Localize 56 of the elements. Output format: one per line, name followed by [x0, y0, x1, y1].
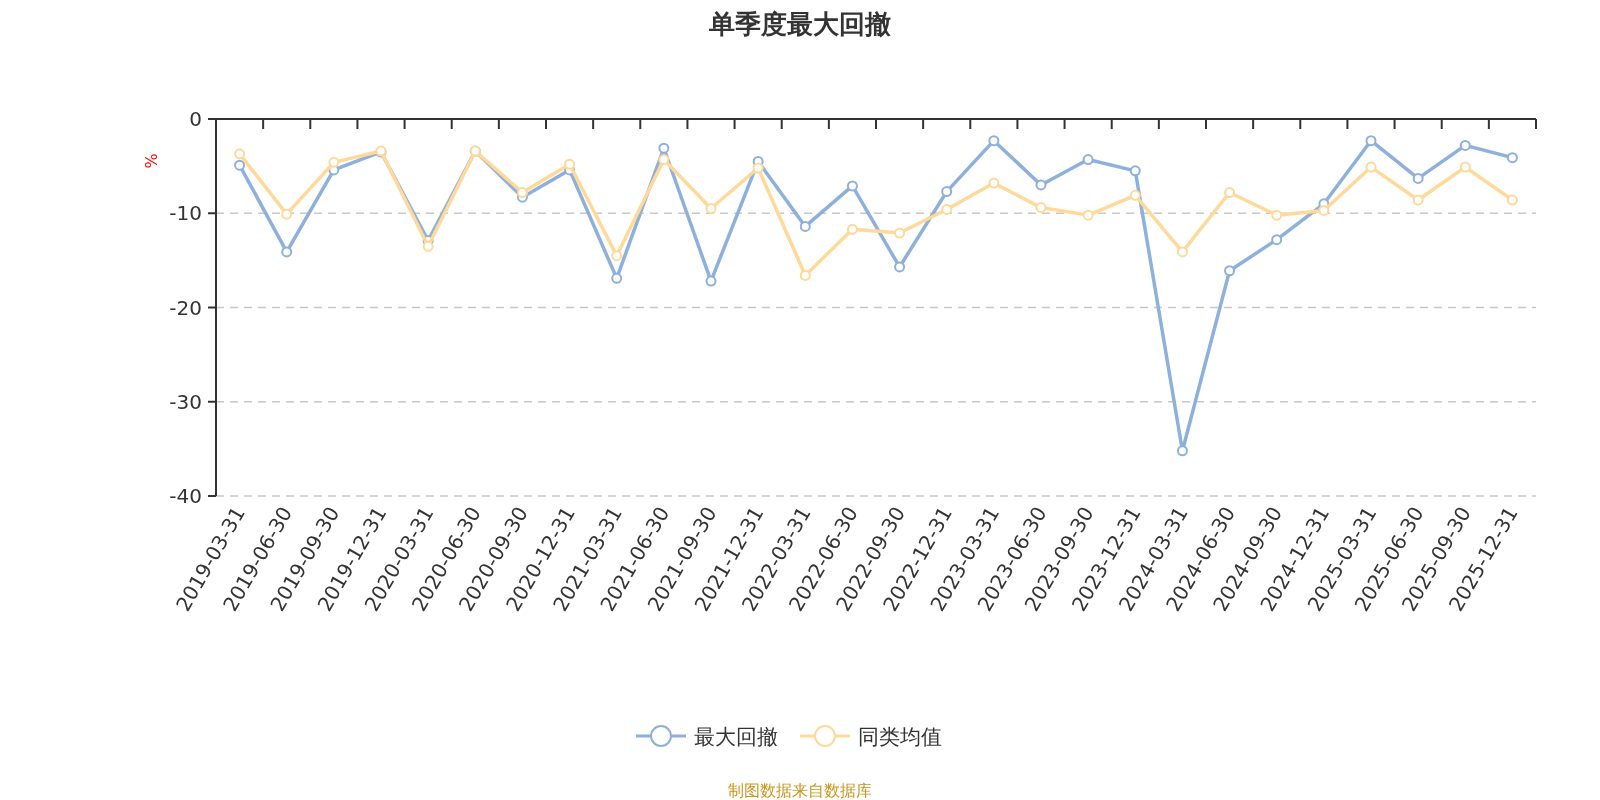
- point: [941, 203, 953, 215]
- point: [752, 162, 764, 174]
- point: [705, 203, 717, 215]
- point: [611, 272, 623, 284]
- text: 制图数据来自数据库: [728, 781, 872, 800]
- point: [988, 135, 1000, 147]
- point: [1459, 161, 1471, 173]
- y-tick-label: 0: [189, 107, 202, 131]
- legend-label: 最大回撤: [694, 725, 778, 749]
- point: [1035, 179, 1047, 191]
- point: [988, 177, 1000, 189]
- point: [1271, 209, 1283, 221]
- point: [281, 246, 293, 258]
- y-tick-label: -40: [169, 484, 202, 508]
- point: [846, 180, 858, 192]
- point: [799, 220, 811, 232]
- point: [1271, 234, 1283, 246]
- point: [1224, 265, 1236, 277]
- point: [658, 154, 670, 166]
- point: [1176, 246, 1188, 258]
- point: [1365, 135, 1377, 147]
- point: [1365, 161, 1377, 173]
- point: [564, 158, 576, 170]
- point: [1129, 165, 1141, 177]
- point: [328, 156, 340, 168]
- point: [846, 223, 858, 235]
- point: [234, 148, 246, 160]
- point: [658, 142, 670, 154]
- point: [1224, 187, 1236, 199]
- point: [234, 159, 246, 171]
- point: [1459, 139, 1471, 151]
- legend-label: 同类均值: [858, 725, 942, 749]
- point: [422, 240, 434, 252]
- point: [705, 275, 717, 287]
- point: [1412, 172, 1424, 184]
- point: [1176, 445, 1188, 457]
- point: [281, 208, 293, 220]
- y-tick-label: -30: [169, 389, 202, 414]
- point: [1082, 154, 1094, 166]
- point: [1506, 194, 1518, 206]
- point: [1129, 189, 1141, 201]
- point: [1035, 202, 1047, 214]
- point: [1318, 204, 1330, 216]
- y-tick-label: -10: [169, 201, 202, 226]
- y-tick-label: -20: [169, 295, 202, 320]
- point: [894, 227, 906, 239]
- point: [1412, 194, 1424, 206]
- point: [894, 261, 906, 273]
- point: [611, 250, 623, 262]
- point: [516, 187, 528, 199]
- point: [941, 186, 953, 198]
- chart-title: 单季度最大回撤: [708, 9, 891, 39]
- point: [1082, 209, 1094, 221]
- point: [1506, 152, 1518, 164]
- y-axis-title: %: [142, 153, 161, 169]
- point: [799, 269, 811, 281]
